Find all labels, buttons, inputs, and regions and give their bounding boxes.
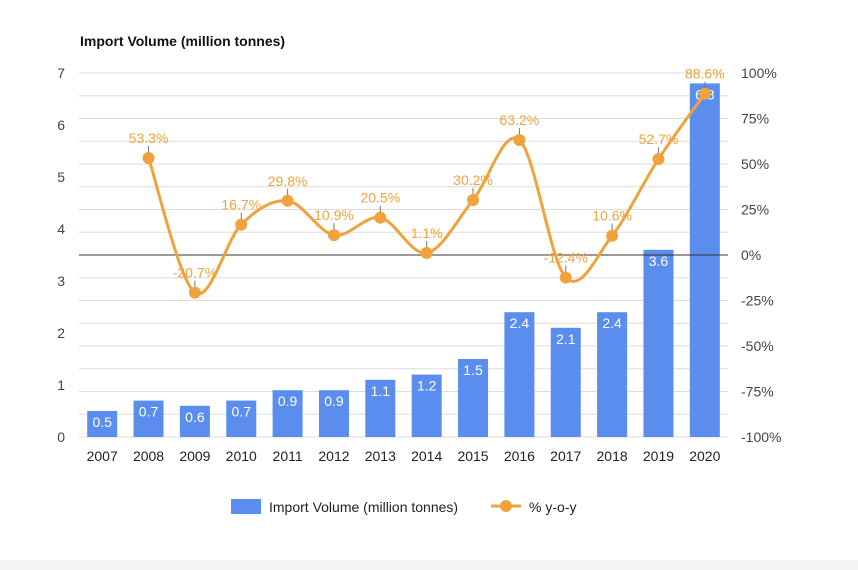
bar-value-label: 1.1 [371, 383, 391, 399]
bar [87, 411, 118, 437]
bar [318, 390, 349, 437]
bar [179, 405, 210, 437]
bar-value-label: 1.2 [417, 378, 437, 394]
bar-value-label: 3.6 [649, 253, 669, 269]
x-tick-label: 2016 [504, 448, 535, 464]
y-left-tick-label: 7 [57, 65, 65, 81]
yoy-point-label: 63.2% [500, 112, 540, 128]
yoy-point-label: 53.3% [129, 130, 169, 146]
legend-line-label: % y-o-y [529, 499, 576, 515]
y-left-tick-label: 5 [57, 169, 65, 185]
bar-value-label: 2.4 [510, 315, 530, 331]
bar [597, 312, 628, 437]
y-right-tick-label: 0% [741, 247, 761, 263]
y-right-tick-label: 100% [741, 65, 777, 81]
yoy-point [420, 246, 433, 259]
yoy-point [513, 133, 526, 146]
yoy-point [327, 229, 340, 242]
yoy-point-label: 1.1% [411, 225, 443, 241]
x-tick-label: 2019 [643, 448, 674, 464]
y-left-tick-label: 2 [57, 325, 65, 341]
yoy-point-label: 52.7% [639, 131, 679, 147]
yoy-point-label: 16.7% [221, 197, 261, 213]
yoy-point-label: 20.5% [360, 190, 400, 206]
yoy-point-label: 88.6% [685, 66, 725, 82]
bar-value-label: 0.7 [139, 404, 159, 420]
y-left-tick-label: 4 [57, 221, 65, 237]
x-tick-label: 2017 [550, 448, 581, 464]
bar-value-label: 1.5 [463, 362, 483, 378]
bottom-strip [0, 560, 858, 570]
bar [643, 249, 674, 437]
bar [550, 327, 581, 437]
y-right-tick-label: 50% [741, 156, 769, 172]
yoy-point [188, 286, 201, 299]
y-right-tick-label: -50% [741, 338, 774, 354]
bar [458, 359, 489, 437]
yoy-point-label: -20.7% [173, 265, 217, 281]
x-tick-label: 2007 [87, 448, 118, 464]
bar-value-label: 0.9 [278, 393, 298, 409]
bar-value-label: 2.1 [556, 331, 576, 347]
y-left-tick-label: 3 [57, 273, 65, 289]
y-right-tick-label: 25% [741, 202, 769, 218]
bar [272, 390, 303, 437]
x-tick-label: 2011 [273, 448, 303, 464]
x-tick-label: 2020 [689, 448, 720, 464]
bar-value-label: 0.9 [324, 393, 344, 409]
legend-line-marker [500, 500, 512, 512]
y-right-tick-label: -25% [741, 293, 774, 309]
yoy-point [235, 218, 248, 231]
yoy-point [652, 153, 665, 166]
x-tick-label: 2015 [457, 448, 488, 464]
bar [365, 379, 396, 437]
x-tick-label: 2008 [133, 448, 164, 464]
bar [133, 400, 164, 437]
yoy-point [606, 229, 619, 242]
yoy-point-label: 29.8% [268, 173, 308, 189]
y-left-tick-label: 0 [57, 429, 65, 445]
bar [504, 312, 535, 437]
bar [411, 374, 442, 437]
yoy-point-label: 10.6% [592, 208, 632, 224]
yoy-point [559, 271, 572, 284]
yoy-point [698, 87, 711, 100]
x-tick-label: 2014 [411, 448, 442, 464]
yoy-point [281, 194, 294, 207]
yoy-point-label: 30.2% [453, 172, 493, 188]
chart-title: Import Volume (million tonnes) [80, 33, 286, 49]
yoy-point [142, 151, 155, 164]
x-tick-label: 2009 [179, 448, 210, 464]
yoy-point-label: -12.4% [544, 250, 588, 266]
x-tick-label: 2010 [226, 448, 257, 464]
y-right-tick-label: -100% [741, 429, 781, 445]
bar-value-label: 0.6 [185, 409, 205, 425]
yoy-point-label: 10.9% [314, 207, 354, 223]
bar-value-label: 0.7 [232, 404, 252, 420]
bar [226, 400, 257, 437]
y-right-tick-label: 75% [741, 111, 769, 127]
x-tick-label: 2013 [365, 448, 396, 464]
yoy-line [147, 92, 707, 296]
bar-value-label: 2.4 [602, 315, 622, 331]
bar-value-label: 0.5 [92, 414, 112, 430]
x-tick-label: 2012 [318, 448, 349, 464]
yoy-point [467, 194, 480, 207]
x-tick-label: 2018 [597, 448, 628, 464]
y-left-tick-label: 6 [57, 117, 65, 133]
y-right-tick-label: -75% [741, 384, 774, 400]
y-left-tick-label: 1 [57, 377, 65, 393]
yoy-point [374, 211, 387, 224]
bar [689, 83, 720, 438]
legend-bar-label: Import Volume (million tonnes) [269, 499, 458, 515]
legend-bar-swatch [231, 499, 261, 514]
